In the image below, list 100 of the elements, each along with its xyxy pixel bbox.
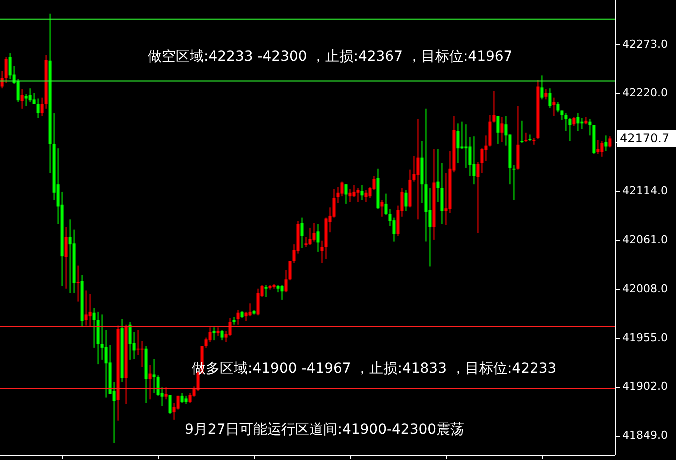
candlestick bbox=[356, 188, 360, 203]
annotation: 做空区域:42233 -42300 ，止损:42367 ，目标位:41967 bbox=[148, 49, 513, 65]
candlestick bbox=[540, 75, 544, 100]
candlestick bbox=[308, 227, 312, 246]
candlestick bbox=[552, 97, 556, 117]
candlestick bbox=[92, 308, 96, 348]
candlestick bbox=[152, 358, 156, 394]
candlestick bbox=[444, 173, 448, 226]
candlestick bbox=[520, 120, 524, 144]
y-tick-label: 42220.0 bbox=[622, 86, 668, 100]
candlestick bbox=[344, 184, 348, 204]
candlestick bbox=[456, 123, 460, 164]
candlestick bbox=[20, 89, 24, 110]
y-tick-label: 42008.0 bbox=[622, 282, 668, 296]
candlestick bbox=[428, 188, 432, 268]
y-tick-label: 42273.0 bbox=[622, 38, 668, 51]
candlestick bbox=[608, 136, 612, 148]
y-tick-label: 41849.0 bbox=[622, 429, 668, 442]
candlestick bbox=[348, 188, 352, 203]
candlestick bbox=[128, 322, 132, 360]
candlestick bbox=[148, 364, 152, 400]
candlestick bbox=[548, 88, 552, 108]
candlestick bbox=[468, 137, 472, 177]
candlestick bbox=[96, 311, 100, 366]
candlestick bbox=[340, 181, 344, 198]
candlestick bbox=[600, 140, 604, 158]
candlestick bbox=[488, 114, 492, 148]
candlestick bbox=[392, 217, 396, 242]
candlestick bbox=[104, 330, 108, 398]
candlestick bbox=[24, 94, 28, 107]
candlestick bbox=[604, 135, 608, 152]
candlestick bbox=[8, 53, 12, 80]
y-tick-label: 42061.0 bbox=[622, 233, 668, 246]
candlestick bbox=[364, 190, 368, 203]
candlestick bbox=[472, 136, 476, 186]
candlestick bbox=[544, 89, 548, 100]
candlestick bbox=[16, 78, 20, 103]
candlestick bbox=[360, 185, 364, 201]
candlestick bbox=[208, 327, 212, 343]
candlestick bbox=[256, 288, 260, 316]
candlestick bbox=[236, 310, 240, 326]
candlestick bbox=[188, 392, 192, 404]
candlestick bbox=[140, 340, 144, 368]
candlestick bbox=[284, 270, 288, 294]
candlestick bbox=[40, 97, 44, 117]
candlestick bbox=[168, 394, 172, 415]
candlestick bbox=[596, 140, 600, 155]
candlestick bbox=[496, 116, 500, 144]
candlestick bbox=[280, 284, 284, 300]
candlestick bbox=[436, 149, 440, 203]
candlestick bbox=[136, 330, 140, 356]
candlestick bbox=[68, 219, 72, 294]
candlestick bbox=[248, 303, 252, 318]
candlestick bbox=[4, 56, 8, 84]
candlestick bbox=[264, 284, 268, 298]
candlestick bbox=[568, 118, 572, 142]
candlestick bbox=[476, 162, 480, 234]
candlestick bbox=[484, 135, 488, 162]
candlestick bbox=[512, 164, 516, 201]
candlestick bbox=[492, 90, 496, 124]
candlestick bbox=[288, 260, 292, 282]
candlestick bbox=[164, 387, 168, 400]
candlestick bbox=[352, 185, 356, 198]
annotation: 9月27日可能运行区道间:41900-42300震荡 bbox=[185, 422, 465, 438]
candlestick bbox=[460, 121, 464, 150]
candlestick bbox=[332, 188, 336, 218]
candlestick bbox=[572, 116, 576, 127]
candlestick bbox=[220, 330, 224, 342]
candlestick bbox=[76, 265, 80, 302]
candlestick bbox=[480, 148, 484, 174]
candlestick bbox=[564, 113, 568, 132]
candlestick bbox=[36, 98, 40, 119]
candlestick bbox=[384, 193, 388, 216]
candlestick bbox=[440, 162, 444, 225]
candlestick bbox=[100, 314, 104, 360]
candlestick bbox=[556, 102, 560, 114]
candlestick bbox=[312, 222, 316, 242]
candlestick bbox=[416, 118, 420, 220]
candlestick bbox=[156, 375, 160, 396]
candlestick bbox=[244, 311, 248, 322]
text: 42170.7 bbox=[620, 132, 670, 146]
candlestick bbox=[576, 113, 580, 132]
candlestick bbox=[500, 116, 504, 143]
y-tick-label: 42114.0 bbox=[622, 184, 668, 198]
candlestick bbox=[84, 290, 88, 326]
candlestick bbox=[0, 70, 4, 90]
candlestick bbox=[464, 124, 468, 168]
candlestick bbox=[228, 318, 232, 336]
candlestick bbox=[336, 186, 340, 204]
candlestick bbox=[516, 106, 520, 170]
candlestick bbox=[320, 240, 324, 264]
candlestick bbox=[316, 224, 320, 252]
candlestick bbox=[64, 226, 68, 290]
candlestick bbox=[88, 294, 92, 328]
candlestick bbox=[32, 92, 36, 105]
y-tick-label: 41955.0 bbox=[622, 331, 668, 344]
candlestick bbox=[176, 395, 180, 410]
candlestick bbox=[28, 88, 32, 103]
candlestick bbox=[588, 118, 592, 136]
y-tick-label: 41902.0 bbox=[622, 380, 668, 394]
